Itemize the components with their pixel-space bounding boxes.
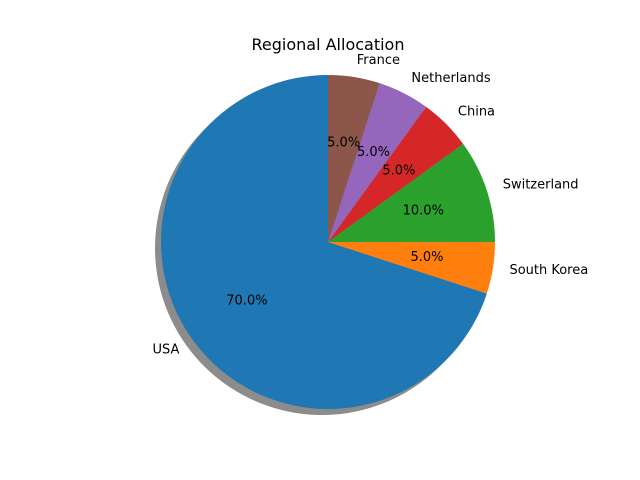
- label-switzerland: Switzerland: [503, 178, 579, 193]
- pct-switzerland: 10.0%: [403, 204, 444, 219]
- slice-south-korea: [328, 242, 495, 294]
- pct-france: 5.0%: [327, 136, 360, 151]
- label-usa: USA: [152, 342, 179, 357]
- slice-france: [328, 75, 380, 242]
- pct-south-korea: 5.0%: [410, 250, 443, 265]
- label-south-korea: South Korea: [509, 263, 588, 278]
- label-netherlands: Netherlands: [411, 71, 490, 86]
- label-china: China: [458, 105, 495, 120]
- slice-switzerland: [328, 143, 495, 242]
- pie-labels: USA 70.0% South Korea 5.0% Switzerland 10.0% C…: [152, 53, 588, 357]
- slice-usa: [161, 75, 487, 409]
- slice-china: [328, 106, 464, 242]
- slice-netherlands: [328, 83, 427, 243]
- label-france: France: [357, 53, 400, 68]
- pct-usa: 70.0%: [226, 293, 267, 308]
- pct-china: 5.0%: [382, 164, 415, 179]
- pct-netherlands: 5.0%: [357, 145, 390, 160]
- pie-slices: [161, 75, 495, 409]
- chart-title: Regional Allocation: [252, 35, 405, 54]
